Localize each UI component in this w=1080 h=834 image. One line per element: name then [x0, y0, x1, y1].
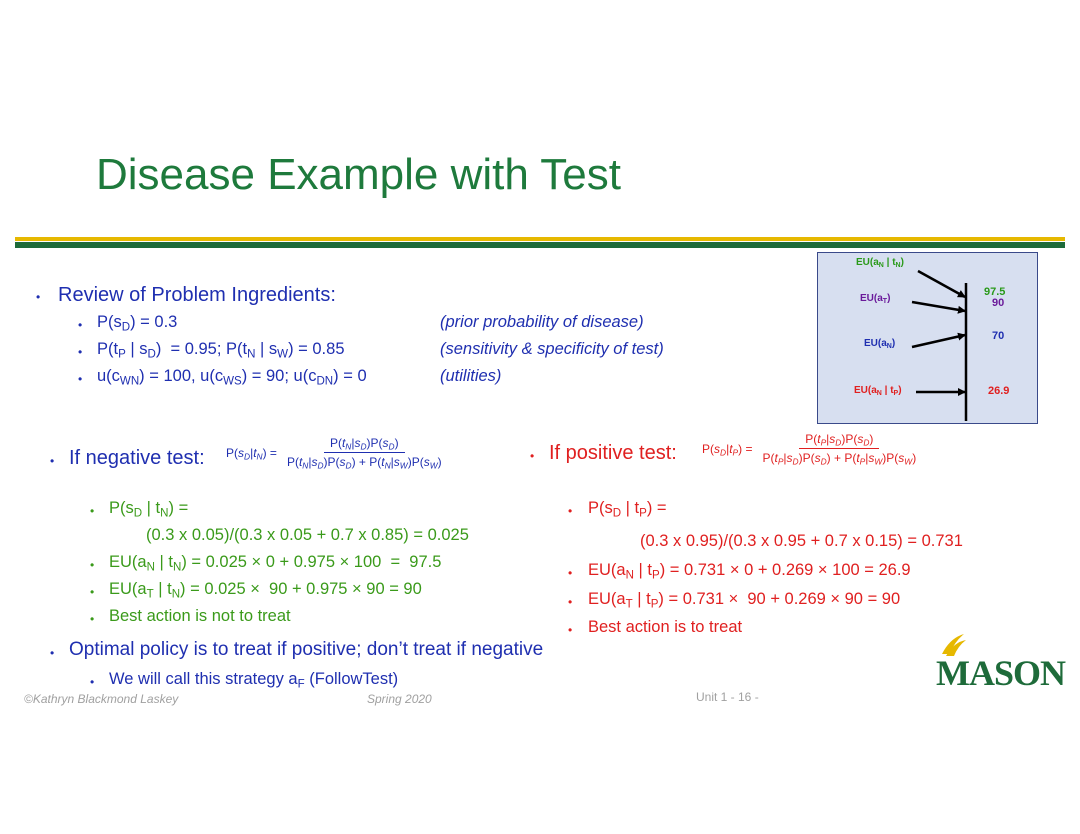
tree-label-4: EU(aN | tP)	[854, 385, 902, 398]
bullet: •	[568, 595, 573, 609]
positive-line-4: EU(aT | tP) = 0.731 × 90 + 0.269 × 90 = …	[588, 590, 901, 611]
tree-label-3: EU(aN)	[864, 338, 896, 351]
positive-heading: If positive test:	[549, 442, 677, 464]
bullet: •	[90, 612, 95, 626]
decision-tree-diagram: EU(aN | tN) EU(aT) EU(aN) EU(aN | tP) 97…	[817, 252, 1038, 424]
review-item-2: P(tP | sD) = 0.95; P(tN | sW) = 0.85	[97, 340, 345, 361]
bullet: •	[50, 646, 55, 660]
tree-arrow-1	[917, 269, 966, 299]
review-note-2: (sensitivity & specificity of test)	[440, 340, 664, 358]
footer-page: Unit 1 - 16 -	[696, 690, 759, 704]
positive-bayes-denominator: P(tP|sD)P(sD) + P(tP|sW)P(sW)	[762, 451, 917, 467]
bullet: •	[36, 290, 41, 304]
negative-line-4: EU(aT | tN) = 0.025 × 90 + 0.975 × 90 = …	[109, 580, 422, 601]
review-item-3: u(cWN) = 100, u(cWS) = 90; u(cDN) = 0	[97, 367, 367, 388]
review-note-3: (utilities)	[440, 367, 502, 385]
review-note-1: (prior probability of disease)	[440, 313, 644, 331]
decision-tree-svg	[911, 269, 968, 421]
positive-bayes-formula: P(sD|tP) = P(tP|sD)P(sD) P(tP|sD)P(sD) +…	[702, 432, 922, 467]
title-rule-green	[15, 242, 1065, 248]
tree-label-1: EU(aN | tN)	[856, 257, 904, 270]
tree-value-2: 90	[992, 297, 1005, 309]
slide-title: Disease Example with Test	[96, 150, 621, 199]
positive-line-3: EU(aN | tP) = 0.731 × 0 + 0.269 × 100 = …	[588, 561, 911, 582]
negative-bayes-lhs: P(sD|tN) =	[226, 445, 277, 462]
bullet: •	[568, 566, 573, 580]
tree-value-3: 70	[992, 330, 1005, 342]
mason-logo-flame	[942, 634, 966, 656]
negative-bayes-denominator: P(tN|sD)P(sD) + P(tN|sW)P(sW)	[286, 455, 442, 471]
negative-line-5: Best action is not to treat	[109, 607, 291, 625]
tree-label-2: EU(aT)	[860, 293, 891, 306]
tree-arrow-3	[911, 332, 966, 349]
mason-logo: MASON	[936, 632, 1066, 693]
title-rule-yellow	[15, 237, 1065, 241]
bullet: •	[90, 558, 95, 572]
positive-bayes-lhs: P(sD|tP) =	[702, 441, 753, 458]
negative-bayes-fraction: P(tN|sD)P(sD) P(tN|sD)P(sD) + P(tN|sW)P(…	[281, 436, 448, 471]
review-heading: Review of Problem Ingredients:	[58, 284, 336, 306]
negative-line-3: EU(aN | tN) = 0.025 × 0 + 0.975 × 100 = …	[109, 553, 442, 574]
positive-line-2: (0.3 x 0.95)/(0.3 x 0.95 + 0.7 x 0.15) =…	[640, 532, 963, 550]
bullet: •	[50, 454, 55, 468]
negative-bayes-numerator: P(tN|sD)P(sD)	[323, 436, 405, 453]
policy-heading: Optimal policy is to treat if positive; …	[69, 639, 544, 660]
bullet: •	[568, 504, 573, 518]
footer-term: Spring 2020	[367, 692, 432, 706]
negative-line-2: (0.3 x 0.05)/(0.3 x 0.05 + 0.7 x 0.85) =…	[146, 526, 469, 544]
positive-bayes-numerator: P(tP|sD)P(sD)	[799, 432, 880, 449]
positive-bayes-fraction: P(tP|sD)P(sD) P(tP|sD)P(sD) + P(tP|sW)P(…	[756, 432, 922, 467]
mason-logo-text: MASON	[936, 653, 1066, 693]
negative-heading: If negative test:	[69, 447, 205, 469]
tree-arrow-2	[911, 300, 966, 314]
bullet: •	[530, 449, 535, 463]
policy-sub: We will call this strategy aF (FollowTes…	[109, 670, 399, 691]
bullet: •	[78, 345, 83, 359]
bullet: •	[90, 675, 95, 689]
tree-value-1: 97.5	[984, 286, 1006, 298]
bullet: •	[90, 585, 95, 599]
footer-author: ©Kathryn Blackmond Laskey	[24, 692, 179, 706]
bullet: •	[568, 623, 573, 637]
negative-line-1: P(sD | tN) =	[109, 499, 189, 520]
tree-value-4: 26.9	[988, 385, 1010, 397]
bullet: •	[78, 372, 83, 386]
positive-line-5: Best action is to treat	[588, 618, 743, 636]
review-item-1: P(sD) = 0.3	[97, 313, 178, 334]
bullet: •	[90, 504, 95, 518]
negative-bayes-formula: P(sD|tN) = P(tN|sD)P(sD) P(tN|sD)P(sD) +…	[226, 436, 448, 471]
positive-line-1: P(sD | tP) =	[588, 499, 667, 520]
bullet: •	[78, 318, 83, 332]
